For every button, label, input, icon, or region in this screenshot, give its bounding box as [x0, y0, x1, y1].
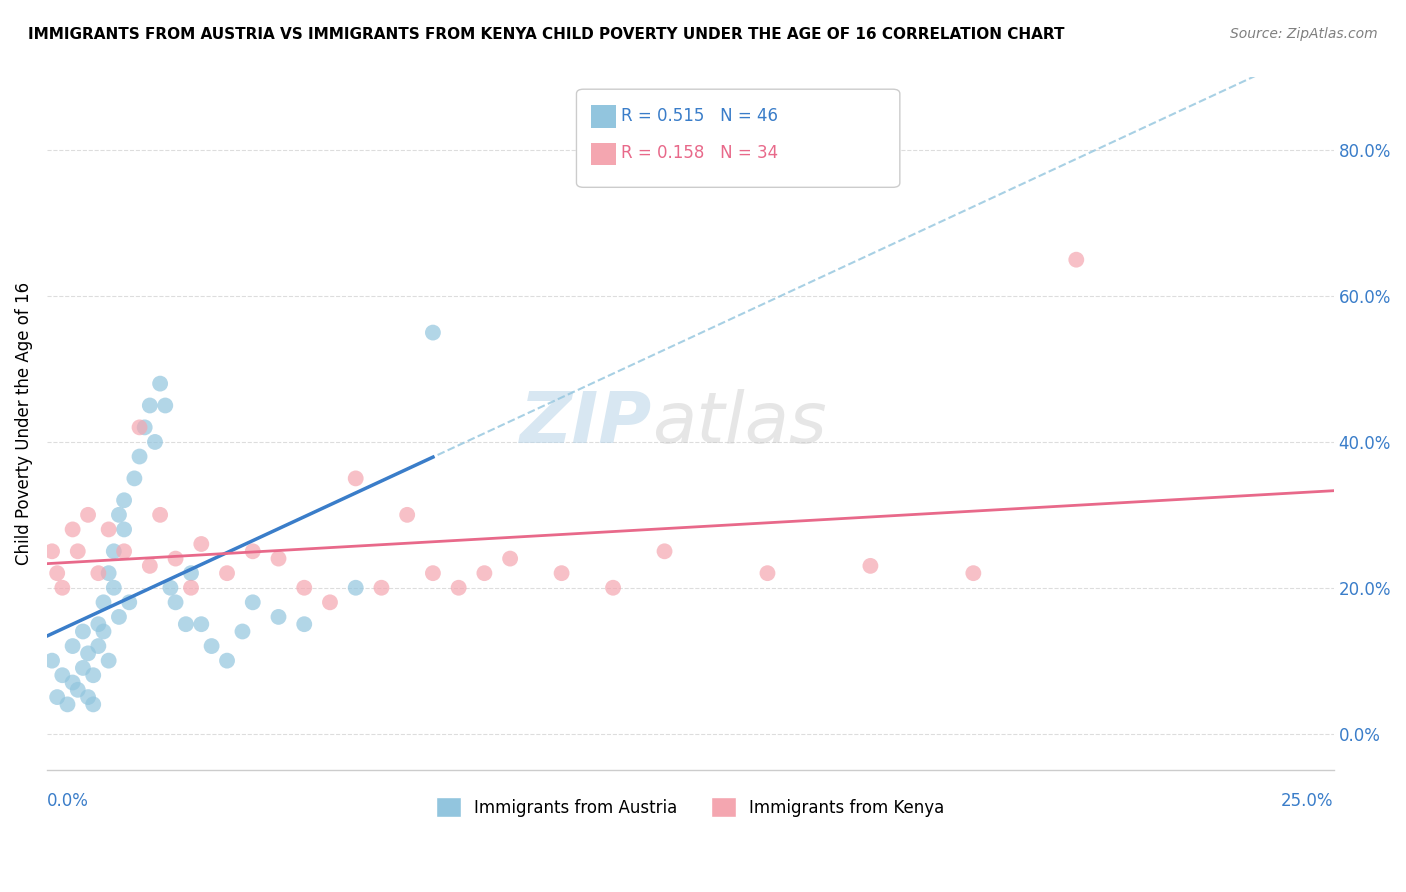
Point [82, 698, 104, 712]
Point [72, 661, 94, 675]
Point [103, 544, 125, 558]
Text: 0.0%: 0.0% [46, 792, 89, 810]
Point [859, 558, 882, 573]
Point [62, 675, 84, 690]
Point [602, 581, 624, 595]
Y-axis label: Child Poverty Under the Age of 16: Child Poverty Under the Age of 16 [15, 282, 32, 566]
Point [190, 537, 212, 551]
Point [422, 566, 444, 581]
Point [128, 450, 150, 464]
Point [292, 581, 315, 595]
Point [112, 493, 135, 508]
Point [118, 595, 141, 609]
Point [112, 523, 135, 537]
Point [41, 544, 63, 558]
Point [97, 566, 120, 581]
Point [139, 399, 162, 413]
Point [654, 544, 676, 558]
Point [72, 624, 94, 639]
Point [62, 639, 84, 653]
Point [108, 610, 131, 624]
Text: atlas: atlas [651, 389, 827, 458]
Point [97, 523, 120, 537]
Point [97, 654, 120, 668]
Point [165, 595, 187, 609]
Point [190, 617, 212, 632]
Point [128, 420, 150, 434]
Point [93, 595, 115, 609]
Point [134, 420, 156, 434]
Point [77, 508, 100, 522]
Point [66, 544, 89, 558]
Point [180, 581, 202, 595]
Point [46, 690, 69, 704]
Text: Source: ZipAtlas.com: Source: ZipAtlas.com [1230, 27, 1378, 41]
Point [87, 639, 110, 653]
Point [550, 566, 572, 581]
Point [159, 581, 181, 595]
Point [1064, 252, 1087, 267]
Point [165, 551, 187, 566]
Point [231, 624, 253, 639]
Point [66, 682, 89, 697]
Point [474, 566, 496, 581]
Point [77, 690, 100, 704]
Point [174, 617, 197, 632]
Text: ZIP: ZIP [519, 389, 651, 458]
Text: R = 0.515   N = 46: R = 0.515 N = 46 [621, 107, 779, 125]
Point [149, 508, 172, 522]
Text: IMMIGRANTS FROM AUSTRIA VS IMMIGRANTS FROM KENYA CHILD POVERTY UNDER THE AGE OF : IMMIGRANTS FROM AUSTRIA VS IMMIGRANTS FR… [28, 27, 1064, 42]
Point [46, 566, 69, 581]
Point [344, 581, 367, 595]
Point [139, 558, 162, 573]
Point [112, 544, 135, 558]
Point [87, 617, 110, 632]
Point [93, 624, 115, 639]
Point [124, 471, 146, 485]
Point [41, 654, 63, 668]
Text: R = 0.158   N = 34: R = 0.158 N = 34 [621, 145, 779, 162]
Point [200, 639, 222, 653]
Point [56, 698, 79, 712]
Point [962, 566, 984, 581]
Point [77, 646, 100, 660]
Point [344, 471, 367, 485]
Point [82, 668, 104, 682]
Point [103, 581, 125, 595]
Point [292, 617, 315, 632]
Point [215, 566, 238, 581]
Point [51, 581, 73, 595]
Point [242, 595, 264, 609]
Text: 25.0%: 25.0% [1281, 792, 1334, 810]
Point [447, 581, 470, 595]
Point [62, 523, 84, 537]
Point [108, 508, 131, 522]
Point [242, 544, 264, 558]
Point [87, 566, 110, 581]
Point [319, 595, 342, 609]
Point [396, 508, 419, 522]
Point [756, 566, 779, 581]
Point [215, 654, 238, 668]
Point [267, 610, 290, 624]
Point [51, 668, 73, 682]
Point [155, 399, 177, 413]
Legend: Immigrants from Austria, Immigrants from Kenya: Immigrants from Austria, Immigrants from… [429, 790, 952, 824]
Point [499, 551, 522, 566]
Point [422, 326, 444, 340]
Point [370, 581, 392, 595]
Point [180, 566, 202, 581]
Point [143, 434, 166, 449]
Point [267, 551, 290, 566]
Point [149, 376, 172, 391]
